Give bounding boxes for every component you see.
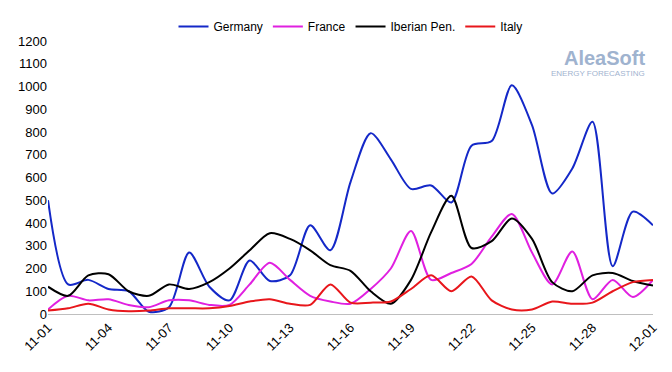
svg-text:11-13: 11-13: [263, 320, 296, 353]
svg-text:900: 900: [25, 102, 47, 117]
svg-text:1100: 1100: [19, 56, 47, 71]
svg-text:12-01: 12-01: [626, 320, 660, 354]
svg-text:500: 500: [25, 193, 47, 208]
svg-text:1000: 1000: [18, 79, 47, 94]
svg-text:11-04: 11-04: [82, 320, 115, 353]
svg-text:ENERGY FORECASTING: ENERGY FORECASTING: [551, 69, 645, 78]
svg-text:11-19: 11-19: [384, 320, 417, 353]
svg-text:11-16: 11-16: [324, 320, 357, 353]
svg-text:Germany: Germany: [214, 20, 263, 34]
svg-text:600: 600: [25, 170, 47, 185]
svg-text:11-01: 11-01: [21, 320, 54, 353]
svg-text:Iberian Pen.: Iberian Pen.: [391, 20, 456, 34]
svg-text:11-10: 11-10: [203, 320, 236, 353]
svg-text:200: 200: [25, 261, 47, 276]
svg-text:11-28: 11-28: [566, 320, 599, 353]
svg-text:France: France: [308, 20, 346, 34]
svg-text:800: 800: [25, 125, 47, 140]
svg-text:11-25: 11-25: [505, 320, 538, 353]
svg-text:0: 0: [40, 307, 47, 322]
svg-text:Italy: Italy: [500, 20, 522, 34]
svg-text:300: 300: [25, 238, 47, 253]
svg-text:11-07: 11-07: [142, 320, 175, 353]
svg-text:400: 400: [25, 216, 47, 231]
svg-text:AleaSoft: AleaSoft: [564, 47, 645, 69]
svg-text:100: 100: [25, 284, 47, 299]
svg-text:1200: 1200: [18, 34, 47, 49]
svg-text:11-22: 11-22: [445, 320, 478, 353]
svg-text:700: 700: [25, 147, 47, 162]
